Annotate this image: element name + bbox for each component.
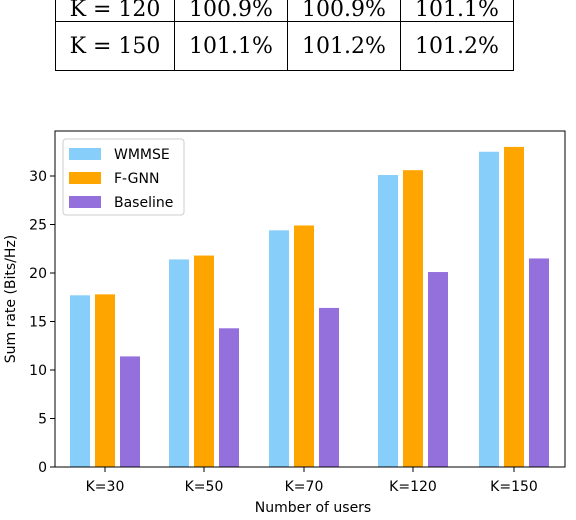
bar-f-gnn-k=50 bbox=[194, 255, 214, 467]
bar-baseline-k=70 bbox=[319, 307, 339, 467]
y-tick-label: 5 bbox=[38, 412, 47, 428]
table-cell: 100.9% bbox=[174, 0, 288, 22]
table-cell: 101.1% bbox=[174, 21, 288, 71]
y-axis-ticks: 0 5 10 15 20 25 30 bbox=[29, 169, 55, 476]
bar-wmmse-k=120 bbox=[378, 175, 398, 467]
y-tick-label: 20 bbox=[29, 266, 47, 282]
plot-frame bbox=[54, 130, 566, 468]
bar-baseline-k=120 bbox=[428, 272, 448, 467]
legend-swatch-wmmse bbox=[69, 148, 101, 160]
legend: WMMSE F-GNN Baseline bbox=[62, 138, 185, 216]
table-row-k150: K = 150 101.1% 101.2% 101.2% bbox=[55, 21, 514, 71]
x-tick-label: K=50 bbox=[185, 479, 224, 495]
bar-baseline-k=150 bbox=[529, 258, 549, 467]
bar-wmmse-k=150 bbox=[479, 151, 499, 467]
table-cell: 101.2% bbox=[287, 21, 401, 71]
x-axis-label: Number of users bbox=[255, 500, 371, 516]
y-tick-label: 15 bbox=[29, 315, 47, 331]
bar-f-gnn-k=30 bbox=[95, 294, 115, 467]
bar-wmmse-k=50 bbox=[169, 259, 189, 467]
legend-label-wmmse: WMMSE bbox=[114, 147, 170, 163]
bar-f-gnn-k=120 bbox=[403, 170, 423, 467]
x-tick-label: K=150 bbox=[490, 479, 538, 495]
bar-wmmse-k=30 bbox=[70, 295, 90, 467]
x-axis-ticks: K=30 K=50 K=70 K=120 K=150 bbox=[86, 467, 538, 495]
y-tick-label: 30 bbox=[29, 169, 47, 185]
legend-swatch-f-gnn bbox=[69, 172, 101, 184]
x-tick-label: K=120 bbox=[389, 479, 437, 495]
y-tick-label: 0 bbox=[38, 460, 47, 476]
x-tick-label: K=70 bbox=[285, 479, 324, 495]
bar-f-gnn-k=150 bbox=[504, 146, 524, 467]
legend-swatch-baseline bbox=[69, 196, 101, 208]
x-tick-label: K=30 bbox=[86, 479, 125, 495]
legend-label-baseline: Baseline bbox=[114, 195, 173, 211]
y-tick-label: 25 bbox=[29, 218, 47, 234]
results-table: K = 120 100.9% 100.9% 101.1% K = 150 101… bbox=[55, 0, 514, 71]
table-row-label: K = 150 bbox=[55, 21, 175, 71]
y-axis-label: Sum rate (Bits/Hz) bbox=[3, 235, 19, 364]
legend-label-f-gnn: F-GNN bbox=[114, 171, 159, 187]
y-tick-label: 10 bbox=[29, 363, 47, 379]
table-cell: 100.9% bbox=[287, 0, 401, 22]
table-cell: 101.2% bbox=[400, 21, 514, 71]
table-row-label: K = 120 bbox=[55, 0, 175, 22]
bar-f-gnn-k=70 bbox=[294, 225, 314, 467]
bar-wmmse-k=70 bbox=[269, 230, 289, 467]
bar-baseline-k=30 bbox=[120, 356, 140, 467]
bars-group bbox=[70, 146, 549, 467]
bar-baseline-k=50 bbox=[219, 328, 239, 467]
